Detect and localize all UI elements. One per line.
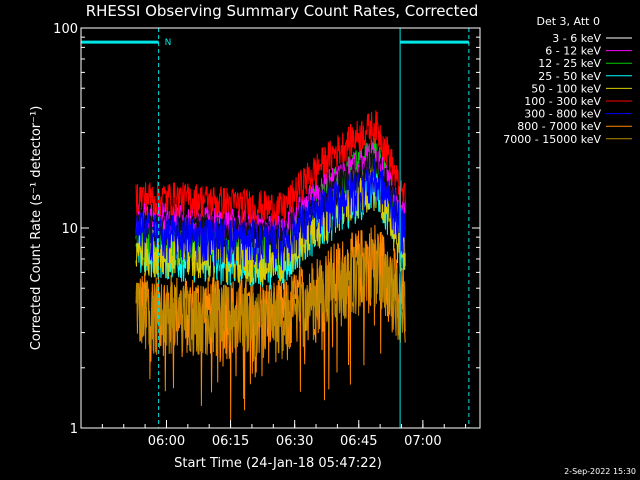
legend-label-6: 300 - 800 keV xyxy=(524,108,601,121)
legend-header: Det 3, Att 0 xyxy=(537,15,601,28)
x-tick-label-4: 07:00 xyxy=(404,434,441,449)
y-tick-label-0: 1 xyxy=(70,422,78,437)
y-axis-label: Corrected Count Rate (s⁻¹ detector⁻¹) xyxy=(29,106,44,351)
legend-label-5: 100 - 300 keV xyxy=(524,95,601,108)
legend-label-8: 7000 - 15000 keV xyxy=(503,133,601,146)
axis-layer: 06:00 06:15 06:30 06:45 07:00 1 10 100 xyxy=(53,22,480,449)
legend-label-4: 50 - 100 keV xyxy=(531,82,601,95)
series-line-6 xyxy=(135,158,406,271)
x-tick-label-1: 06:15 xyxy=(212,434,249,449)
series-line-7 xyxy=(135,225,406,421)
x-tick-label-0: 06:00 xyxy=(148,434,185,449)
legend-label-7: 800 - 7000 keV xyxy=(517,120,601,133)
chart-title: RHESSI Observing Summary Count Rates, Co… xyxy=(86,2,479,20)
night-label: N xyxy=(165,38,172,48)
series-layer xyxy=(135,110,406,421)
series-line-8 xyxy=(135,239,406,360)
legend-label-1: 6 - 12 keV xyxy=(545,45,601,58)
x-tick-label-2: 06:30 xyxy=(276,434,313,449)
legend-label-2: 12 - 25 keV xyxy=(538,57,601,70)
y-tick-label-2: 100 xyxy=(53,22,78,37)
x-axis-label: Start Time (24-Jan-18 05:47:22) xyxy=(174,456,382,471)
x-tick-label-3: 06:45 xyxy=(340,434,377,449)
legend-label-3: 25 - 50 keV xyxy=(538,70,601,83)
series-line-5 xyxy=(135,110,406,227)
y-tick-label-1: 10 xyxy=(61,222,78,237)
legend-label-0: 3 - 6 keV xyxy=(552,32,601,45)
date-stamp: 2-Sep-2022 15:30 xyxy=(564,467,636,476)
